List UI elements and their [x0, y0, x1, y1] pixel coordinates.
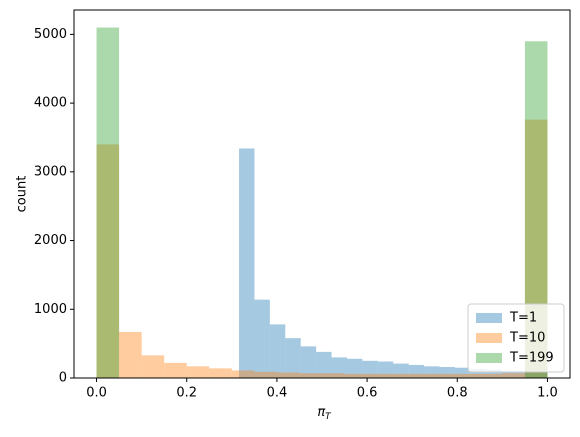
x-tick-label: 0.0	[86, 386, 107, 401]
x-label-main: π	[317, 405, 325, 420]
bar	[367, 373, 390, 378]
bar	[408, 364, 425, 378]
bar	[424, 366, 440, 378]
bar	[434, 373, 458, 378]
legend-swatch	[476, 333, 502, 343]
bar	[186, 366, 210, 378]
x-tick-label: 0.6	[357, 386, 378, 401]
y-tick-label: 3000	[34, 164, 67, 179]
legend-swatch	[476, 313, 502, 323]
x-tick-label: 0.2	[176, 386, 197, 401]
bar	[389, 373, 413, 378]
legend-swatch	[476, 353, 502, 363]
y-tick-label: 1000	[34, 302, 67, 317]
bar	[457, 373, 480, 378]
bar	[439, 367, 455, 378]
bar	[377, 361, 394, 378]
bar	[254, 299, 270, 378]
bar	[316, 351, 332, 378]
y-tick-label: 0	[59, 371, 67, 386]
y-tick-label: 5000	[34, 27, 67, 42]
bar	[346, 358, 363, 378]
y-axis-label: count	[15, 176, 30, 213]
x-tick-label: 0.4	[267, 386, 288, 401]
bar	[485, 369, 502, 378]
plot-frame	[73, 9, 571, 379]
bar	[209, 368, 232, 378]
bar	[299, 373, 322, 378]
bar	[276, 372, 300, 378]
legend-label: T=10	[509, 331, 545, 346]
bar	[393, 363, 409, 378]
bar	[470, 369, 486, 378]
bar	[96, 27, 120, 379]
x-tick-label: 0.8	[447, 386, 468, 401]
bar	[412, 373, 435, 378]
bar	[285, 338, 301, 378]
bar	[362, 360, 378, 378]
bar	[344, 373, 368, 378]
x-label-sub: T	[325, 412, 332, 422]
bar	[331, 357, 347, 378]
x-axis-label: πT	[317, 405, 332, 422]
bar	[231, 370, 255, 378]
bar	[239, 148, 255, 378]
y-tick-label: 4000	[34, 96, 67, 111]
bar	[322, 373, 345, 378]
bar	[454, 367, 471, 378]
bar	[502, 373, 525, 378]
legend-label: T=1	[509, 311, 537, 326]
legend-box	[467, 303, 565, 373]
legend-label: T=199	[509, 351, 554, 366]
bar	[254, 371, 277, 378]
bar	[96, 144, 120, 378]
y-tick-label: 2000	[34, 233, 67, 248]
bar	[119, 331, 142, 378]
x-tick-label: 1.0	[537, 386, 558, 401]
bar	[479, 373, 503, 378]
bar	[269, 324, 286, 378]
bar	[532, 372, 548, 378]
bar	[141, 355, 165, 378]
bar	[164, 362, 187, 378]
bar	[501, 371, 517, 378]
bar	[516, 371, 533, 378]
bar	[524, 41, 548, 378]
bar	[300, 346, 317, 378]
